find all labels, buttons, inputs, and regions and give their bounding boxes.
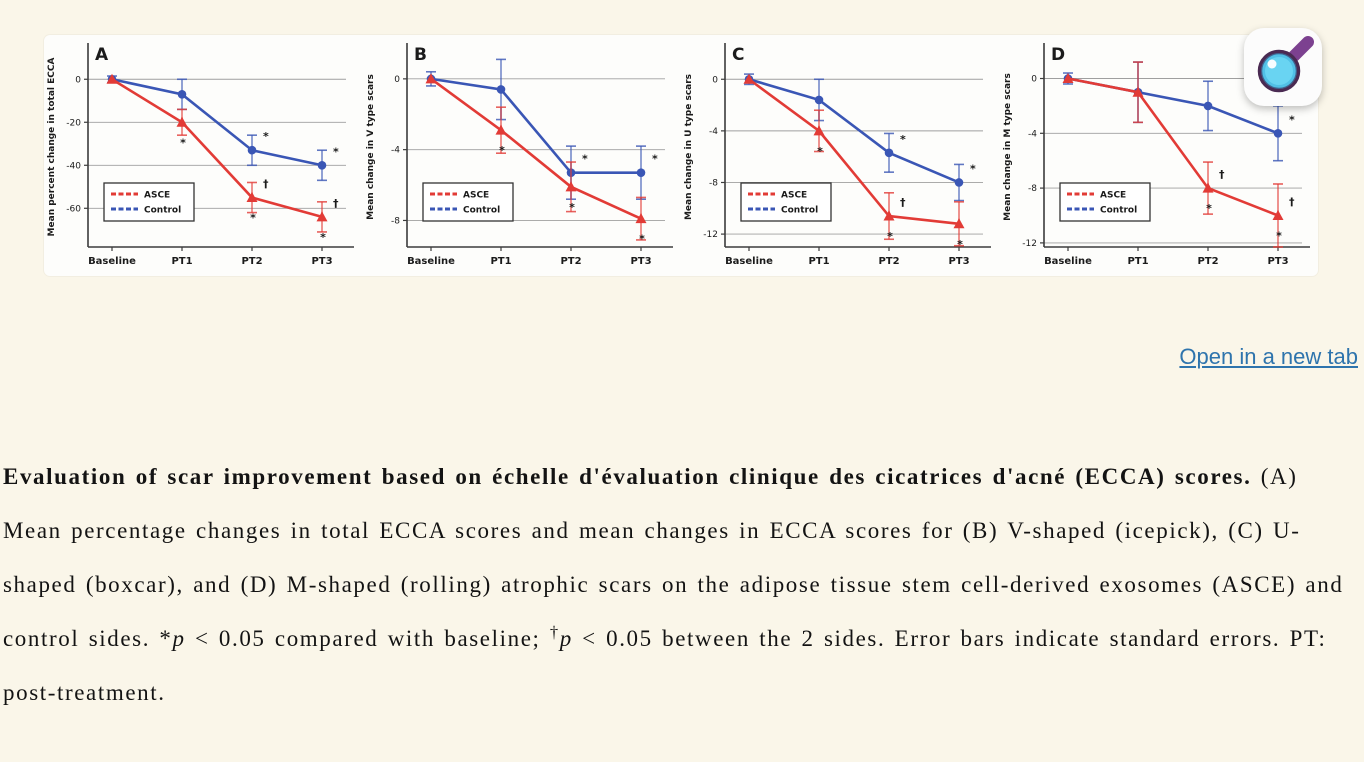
- svg-text:ASCE: ASCE: [781, 191, 807, 201]
- caption-segment: < 0.05 compared with baseline;: [185, 626, 550, 651]
- svg-text:Baseline: Baseline: [88, 256, 136, 267]
- svg-text:Control: Control: [1100, 206, 1137, 216]
- svg-text:-60: -60: [66, 204, 81, 214]
- svg-text:†: †: [900, 196, 906, 209]
- svg-text:†: †: [1219, 168, 1225, 181]
- figure-caption: Evaluation of scar improvement based on …: [3, 450, 1359, 720]
- svg-text:*: *: [333, 145, 339, 158]
- svg-text:*: *: [970, 162, 976, 175]
- link-row: Open in a new tab: [0, 344, 1358, 370]
- svg-text:Control: Control: [144, 206, 181, 216]
- svg-text:PT1: PT1: [171, 256, 192, 267]
- chart-panel-d: 0 -4 -8 -12 Baseline PT1 PT2 PT3 Mean change in …: [1003, 43, 1310, 267]
- svg-text:PT2: PT2: [879, 256, 900, 267]
- svg-text:0: 0: [75, 75, 81, 85]
- magnifier-icon: [1257, 36, 1314, 93]
- svg-text:PT1: PT1: [490, 256, 511, 267]
- svg-text:PT2: PT2: [560, 256, 581, 267]
- svg-text:†: †: [333, 197, 339, 210]
- svg-text:*: *: [639, 233, 645, 246]
- chart-panels: 0 -20 -40 -60 Baseline PT1 PT2 PT3 Mean percent …: [44, 35, 1318, 276]
- svg-text:*: *: [263, 130, 269, 143]
- svg-text:B: B: [414, 45, 427, 65]
- caption-segment: (A) Mean percentage changes in total ECC…: [3, 464, 1344, 651]
- svg-text:0: 0: [1031, 75, 1037, 85]
- svg-text:-4: -4: [709, 127, 718, 137]
- svg-text:-20: -20: [66, 118, 81, 128]
- svg-text:Control: Control: [781, 206, 818, 216]
- svg-text:-40: -40: [66, 161, 81, 171]
- svg-text:C: C: [732, 45, 744, 65]
- svg-text:*: *: [957, 238, 963, 251]
- svg-text:*: *: [817, 145, 823, 158]
- svg-text:ASCE: ASCE: [1100, 191, 1126, 201]
- svg-text:Mean change in V type scars: Mean change in V type scars: [366, 74, 376, 220]
- svg-text:PT3: PT3: [311, 256, 332, 267]
- svg-text:PT2: PT2: [1197, 256, 1218, 267]
- svg-text:Baseline: Baseline: [407, 256, 455, 267]
- svg-text:PT1: PT1: [809, 256, 830, 267]
- svg-text:-8: -8: [709, 178, 718, 188]
- caption-segment: p: [559, 626, 573, 651]
- chart-panel-c: 0 -4 -8 -12 Baseline PT1 PT2 PT3 Mean change in …: [684, 43, 992, 267]
- open-in-new-tab-link[interactable]: Open in a new tab: [1179, 344, 1358, 369]
- svg-text:*: *: [1289, 113, 1295, 126]
- svg-text:A: A: [95, 45, 109, 65]
- svg-text:*: *: [887, 230, 893, 243]
- svg-text:†: †: [1289, 195, 1295, 208]
- svg-text:*: *: [569, 201, 575, 214]
- svg-text:*: *: [1276, 229, 1282, 242]
- svg-text:ASCE: ASCE: [463, 191, 489, 201]
- caption-segment: < 0.05 between the 2 sides. Error bars i…: [3, 626, 1327, 705]
- svg-text:*: *: [900, 133, 906, 146]
- svg-text:†: †: [263, 178, 269, 191]
- svg-text:-8: -8: [1028, 184, 1037, 194]
- svg-text:PT1: PT1: [1127, 256, 1148, 267]
- zoom-badge[interactable]: [1244, 28, 1322, 106]
- caption-segment: p: [172, 626, 186, 651]
- svg-text:PT3: PT3: [630, 256, 651, 267]
- svg-text:Mean change in U type scars: Mean change in U type scars: [684, 74, 694, 220]
- svg-text:-12: -12: [704, 230, 719, 240]
- svg-text:Baseline: Baseline: [1044, 256, 1092, 267]
- svg-text:*: *: [320, 231, 326, 244]
- svg-text:*: *: [180, 136, 186, 149]
- svg-text:*: *: [582, 153, 588, 166]
- svg-text:*: *: [1206, 202, 1212, 215]
- chart-panel-b: 0 -4 -8 Baseline PT1 PT2 PT3 Mean change in V t…: [366, 43, 673, 267]
- svg-text:PT3: PT3: [1267, 256, 1288, 267]
- svg-text:PT2: PT2: [241, 256, 262, 267]
- caption-segment: Evaluation of scar improvement based on …: [3, 464, 1252, 489]
- svg-text:*: *: [250, 212, 256, 225]
- figure-image[interactable]: 0 -20 -40 -60 Baseline PT1 PT2 PT3 Mean percent …: [44, 28, 1322, 276]
- svg-text:*: *: [499, 144, 505, 157]
- svg-text:Mean percent change in total E: Mean percent change in total ECCA: [47, 58, 57, 237]
- svg-text:-12: -12: [1022, 239, 1037, 249]
- svg-text:D: D: [1051, 45, 1065, 65]
- svg-text:-4: -4: [391, 146, 400, 156]
- chart-panel-a: 0 -20 -40 -60 Baseline PT1 PT2 PT3 Mean percent …: [47, 43, 354, 267]
- svg-text:Control: Control: [463, 206, 500, 216]
- svg-text:0: 0: [394, 75, 400, 85]
- svg-text:ASCE: ASCE: [144, 191, 170, 201]
- svg-text:0: 0: [713, 75, 719, 85]
- svg-text:-4: -4: [1028, 129, 1037, 139]
- svg-text:Baseline: Baseline: [725, 256, 773, 267]
- svg-text:PT3: PT3: [949, 256, 970, 267]
- svg-text:Mean change in M type scars: Mean change in M type scars: [1003, 73, 1013, 221]
- svg-text:-8: -8: [391, 216, 400, 226]
- caption-segment: †: [549, 622, 560, 642]
- svg-text:*: *: [652, 153, 658, 166]
